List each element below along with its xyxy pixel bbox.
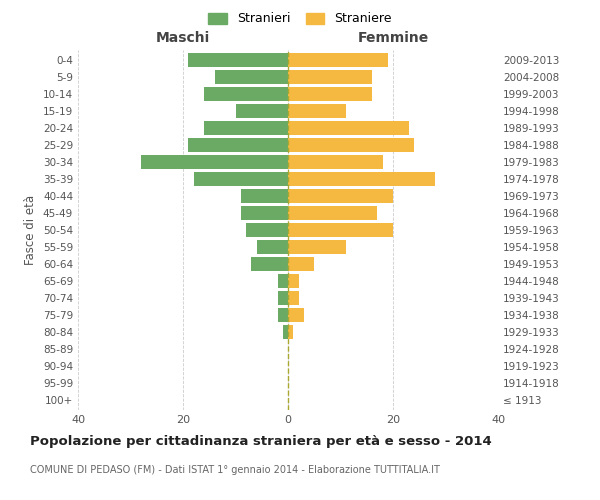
Bar (204, 122, 288, 135)
Text: Femmine: Femmine (358, 31, 428, 45)
Bar (288, 88, 372, 101)
Text: Popolazione per cittadinanza straniera per età e sesso - 2014: Popolazione per cittadinanza straniera p… (30, 435, 492, 448)
Bar (188, 138, 288, 152)
Bar (288, 156, 383, 169)
Bar (288, 223, 393, 237)
Bar (288, 70, 372, 84)
Bar (288, 189, 393, 203)
Bar (141, 156, 288, 169)
Bar (288, 138, 414, 152)
Bar (277, 274, 288, 287)
Bar (188, 54, 288, 67)
Bar (288, 122, 409, 135)
Bar (288, 206, 377, 220)
Bar (215, 70, 288, 84)
Legend: Stranieri, Straniere: Stranieri, Straniere (205, 8, 395, 29)
Bar (288, 325, 293, 338)
Bar (246, 223, 288, 237)
Bar (288, 257, 314, 271)
Text: COMUNE DI PEDASO (FM) - Dati ISTAT 1° gennaio 2014 - Elaborazione TUTTITALIA.IT: COMUNE DI PEDASO (FM) - Dati ISTAT 1° ge… (30, 465, 440, 475)
Bar (241, 206, 288, 220)
Bar (288, 291, 299, 304)
Bar (204, 88, 288, 101)
Bar (241, 189, 288, 203)
Bar (277, 308, 288, 322)
Bar (257, 240, 288, 254)
Bar (235, 104, 288, 118)
Text: Maschi: Maschi (156, 31, 210, 45)
Bar (277, 291, 288, 304)
Bar (288, 274, 299, 287)
Bar (193, 172, 288, 186)
Y-axis label: Fasce di età: Fasce di età (25, 195, 37, 265)
Bar (288, 308, 304, 322)
Bar (288, 104, 346, 118)
Bar (288, 240, 346, 254)
Bar (288, 172, 435, 186)
Bar (288, 54, 388, 67)
Bar (283, 325, 288, 338)
Bar (251, 257, 288, 271)
